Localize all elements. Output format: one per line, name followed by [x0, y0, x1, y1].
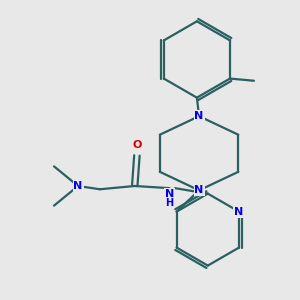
Text: N: N: [165, 189, 174, 199]
Text: N: N: [234, 207, 244, 217]
Text: O: O: [132, 140, 142, 149]
Text: H: H: [166, 198, 174, 208]
Text: N: N: [194, 111, 204, 121]
Text: N: N: [194, 185, 204, 195]
Text: N: N: [74, 181, 82, 191]
